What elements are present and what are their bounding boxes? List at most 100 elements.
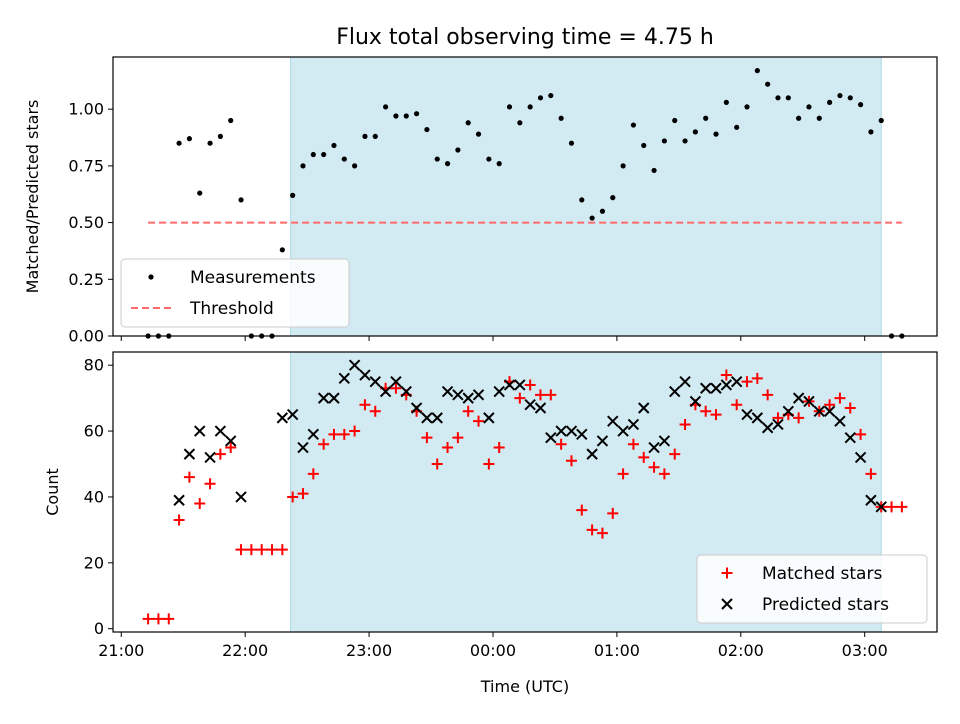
measurement-point [713,131,719,137]
measurement-point [444,161,451,167]
predicted-star-point [441,385,454,398]
legend-label-measurements: Measurements [190,268,316,288]
matched-star-point [669,448,681,460]
predicted-star-point [648,441,660,454]
measurement-point [579,197,585,203]
measurement-point [217,133,223,139]
matched-star-point [679,418,691,430]
measurement-point [827,99,833,105]
predicted-star-point [173,494,185,506]
measurement-point [290,192,296,198]
matched-star-point [483,458,495,470]
matched-star-point [648,461,660,473]
bottom-y-tick-label: 40 [84,487,104,506]
predicted-star-point [792,392,805,404]
matched-star-point [855,428,867,440]
measurement-point [465,120,471,126]
top-y-tick-label: 0.00 [68,327,104,346]
predicted-star-point [348,359,361,371]
matched-star-point [431,458,443,470]
predicted-star-point [576,428,588,441]
matched-star-point [514,392,526,404]
matched-star-point [741,376,753,388]
bottom-y-tick-label: 80 [84,356,104,375]
predicted-star-point [452,389,464,401]
matched-star-point [834,392,846,404]
measurement-point [599,208,606,214]
top-panel: 0.00 0.25 0.50 0.75 1.00 Matched/Predicted st… [23,56,938,346]
top-axes-frame [112,56,938,337]
matched-star-point [710,409,722,421]
predicted-star-point [286,408,299,421]
measurement-point [692,129,698,135]
measurement-point [403,113,409,119]
measurement-point [321,151,327,158]
measurement-point [228,117,234,124]
predicted-star-point [328,392,340,404]
matched-star-point [256,544,268,556]
predicted-star-point [607,415,619,427]
matched-star-point [751,372,763,384]
matched-star-point [545,389,557,401]
x-tick-label: 22:00 [222,641,268,660]
matched-star-point [720,369,732,381]
bottom-y-axis-label: Count [43,468,62,516]
measurement-point [651,167,657,174]
measurement-point [517,120,523,126]
predicted-star-point [751,412,764,424]
measurement-point [372,133,378,139]
measurement-point [568,140,575,146]
predicted-star-point [369,375,381,388]
matched-star-point [576,504,588,516]
measurement-point [734,124,740,130]
matched-star-point [442,442,454,454]
matched-star-point [844,402,856,414]
predicted-star-point [462,392,474,404]
matched-star-point [349,425,361,437]
matched-star-point [896,501,908,513]
matched-star-point [596,527,608,539]
measurement-point [589,215,595,221]
matched-star-point [534,389,546,401]
measurement-point [434,156,440,162]
matched-star-point [865,468,877,480]
matched-star-point [307,468,319,480]
measurement-point [486,156,492,162]
x-tick-label: 03:00 [842,641,888,660]
predicted-star-point [483,412,495,424]
measurement-point [393,113,399,119]
matched-star-point [762,389,774,401]
matched-star-point [245,544,257,556]
predicted-star-point [390,375,402,388]
matched-star-point [524,379,536,391]
matched-star-point [328,428,340,440]
predicted-star-point [844,431,856,444]
top-y-tick-label: 0.50 [68,213,104,232]
matched-star-point [163,613,175,625]
matched-star-point [266,544,278,556]
matched-star-point [700,405,712,417]
matched-star-point [235,544,247,556]
measurement-point [703,115,709,121]
predicted-star-point [865,494,877,506]
bottom-y-tick-label: 20 [84,553,104,572]
predicted-star-point [235,491,247,503]
measurement-point [424,126,430,133]
matched-star-point [142,613,154,625]
predicted-star-point [875,501,887,513]
measurement-point [796,115,802,121]
predicted-star-point [524,398,536,411]
matched-star-point [772,412,784,424]
predicted-star-point [741,408,753,421]
predicted-star-point [596,435,609,447]
measurement-point [197,190,203,196]
measurement-point [475,131,482,137]
x-tick-label: 02:00 [718,641,764,660]
measurement-point [816,115,822,121]
measurement-point [238,197,244,203]
matched-star-point [555,438,567,450]
chart-title: Flux total observing time = 4.75 h [336,25,714,50]
predicted-star-point [317,392,330,404]
predicted-star-point [803,395,815,408]
